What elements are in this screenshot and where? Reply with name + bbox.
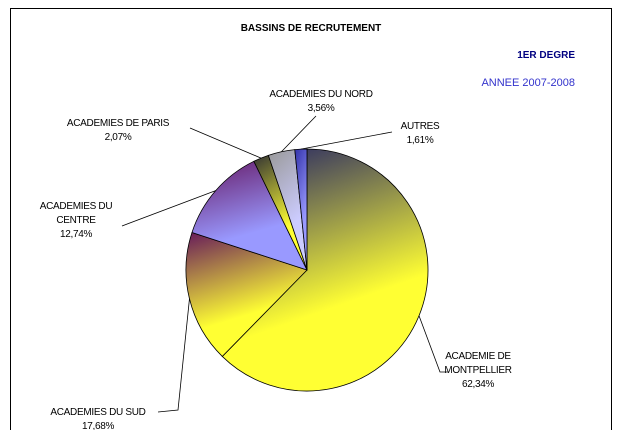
slice-label: ACADEMIE DE MONTPELLIER xyxy=(444,351,512,376)
pie-slice xyxy=(221,148,429,392)
annotation: ANNEE 2007-2008 xyxy=(481,77,575,89)
leader-line xyxy=(300,131,393,150)
leader-line xyxy=(121,190,216,227)
slice-label: ACADEMIES DU SUD xyxy=(50,407,146,418)
slice-value-label: 12,74% xyxy=(59,229,93,240)
slice-label: ACADEMIES DU CENTRE xyxy=(39,201,113,226)
slice-value-label: 2,07% xyxy=(104,132,132,143)
leader-line xyxy=(189,127,262,159)
slice-value-label: 62,34% xyxy=(461,379,495,390)
slice-label: ACADEMIES DE PARIS xyxy=(66,118,170,129)
leader-line xyxy=(281,115,317,153)
chart-subtitle: 1ER DEGRE xyxy=(517,50,575,61)
pie-slice xyxy=(191,160,308,271)
pie-slice xyxy=(185,231,308,357)
leader-line xyxy=(418,315,448,373)
leader-line xyxy=(157,298,190,413)
slice-value-label: 17,68% xyxy=(81,421,115,430)
slice-value-label: 1,61% xyxy=(406,135,434,146)
slice-value-label: 3,56% xyxy=(307,103,335,114)
slice-label: ACADEMIES DU NORD xyxy=(269,89,373,100)
chart-title: BASSINS DE RECRUTEMENT xyxy=(241,23,382,34)
slice-label: AUTRES xyxy=(400,121,440,132)
